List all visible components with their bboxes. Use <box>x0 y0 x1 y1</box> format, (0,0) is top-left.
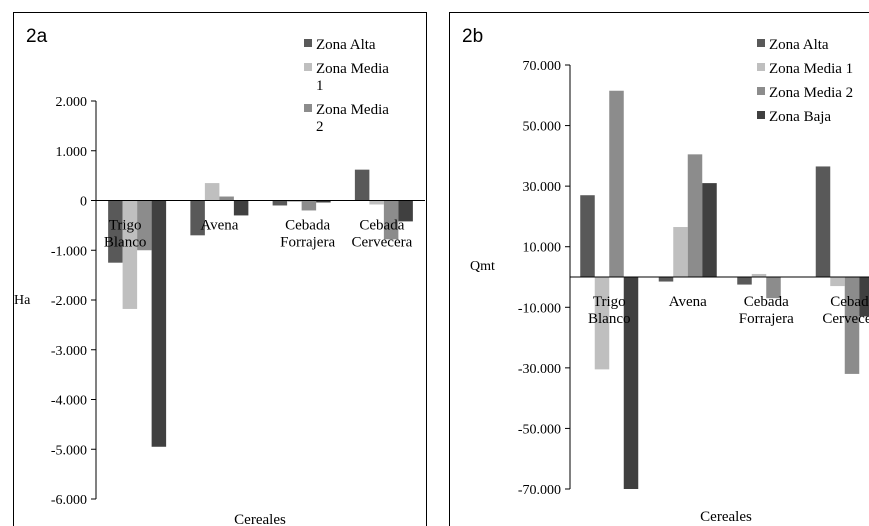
panel-label: 2b <box>462 26 483 47</box>
category-label-line: Trigo <box>593 294 626 310</box>
bar-4-4 <box>398 200 413 222</box>
panel-label: 2a <box>26 26 48 47</box>
bar-2-3 <box>287 200 302 202</box>
chart-panel-2a: 2a 2.000 1.000 0 -1.000 -2.000 -3.000 -4.000 -5.… <box>13 12 427 526</box>
category-label-line: Cebada <box>744 294 789 310</box>
legend-swatch <box>304 39 312 47</box>
bar-1-3 <box>272 200 288 206</box>
bar-3-2 <box>687 154 703 277</box>
bar-1-1 <box>580 195 595 277</box>
legend-label: Zona Media <box>316 102 389 118</box>
bar-2-2 <box>204 183 220 201</box>
legend-label: Zona Media <box>316 61 389 77</box>
x-axis-title: Cereales <box>700 509 752 525</box>
bar-1-2 <box>658 277 674 282</box>
bar-2-1 <box>594 277 610 370</box>
category-label: Avena <box>200 218 238 234</box>
bar-1-1 <box>108 200 123 263</box>
category-label-line: Cebada <box>285 218 330 234</box>
y-tick-label: -50.000 <box>518 422 561 437</box>
category-label-line: Trigo <box>109 218 142 234</box>
category-label-line: Forrajera <box>739 311 794 327</box>
bar-4-4 <box>859 277 869 317</box>
x-axis-title: Cereales <box>234 512 286 526</box>
y-tick-label: 1.000 <box>56 145 88 160</box>
bar-2-4 <box>369 200 384 205</box>
bar-3-4 <box>383 200 399 240</box>
y-tick-label: -10.000 <box>518 301 561 316</box>
bar-3-4 <box>844 277 860 374</box>
legend-swatch <box>757 87 765 95</box>
bar-2-3 <box>751 273 767 277</box>
category-label-line: Cervecera <box>822 311 869 327</box>
bar-1-4 <box>354 169 370 201</box>
legend-label: 2 <box>316 119 324 135</box>
category-label-line: Avena <box>669 294 707 310</box>
legend-swatch <box>757 39 765 47</box>
y-tick-label: -4.000 <box>51 394 87 409</box>
bar-3-3 <box>766 277 781 299</box>
bar-4-1 <box>623 277 639 489</box>
bar-1-4 <box>815 166 831 277</box>
bar-2-4 <box>830 277 845 287</box>
y-axis-title: Qmt <box>470 259 495 274</box>
legend-swatch <box>757 111 765 119</box>
legend-label: Zona Media 1 <box>769 61 853 77</box>
category-label: Trigo Blanco <box>104 218 147 251</box>
legend-swatch <box>757 63 765 71</box>
legend-label: Zona Alta <box>316 37 376 53</box>
y-tick-label: 70.000 <box>523 59 562 74</box>
y-tick-label: 0 <box>80 195 87 210</box>
y-tick-label: -3.000 <box>51 344 87 359</box>
bar-1-2 <box>190 200 205 236</box>
y-tick-label: -5.000 <box>51 443 87 458</box>
legend-label: 1 <box>316 78 324 94</box>
category-label-line: Forrajera <box>280 235 335 251</box>
y-tick-label: 30.000 <box>523 180 562 195</box>
category-label: Avena <box>669 294 707 310</box>
y-tick-label: -1.000 <box>51 244 87 259</box>
y-tick-label: 10.000 <box>523 241 562 256</box>
y-tick-label: -70.000 <box>518 483 561 498</box>
legend-label: Zona Baja <box>769 109 831 125</box>
legend-swatch <box>304 104 312 112</box>
category-label: Trigo Blanco <box>588 294 631 327</box>
bar-3-1 <box>137 200 152 251</box>
category-label: Cebada Forrajera <box>280 218 335 251</box>
bar-1-3 <box>737 277 752 285</box>
category-label: Cebada Forrajera <box>739 294 794 327</box>
category-label-line: Cervecera <box>351 235 412 251</box>
y-axis-title: Ha <box>14 293 31 308</box>
y-tick-label: -30.000 <box>518 362 561 377</box>
bar-3-1 <box>609 90 624 277</box>
bar-4-1 <box>151 200 167 447</box>
y-tick-label: 50.000 <box>523 120 562 135</box>
y-tick-label: 2.000 <box>56 95 88 110</box>
bar-3-2 <box>219 196 234 201</box>
chart-2a-svg: 2a 2.000 1.000 0 -1.000 -2.000 -3.000 -4.000 -5.… <box>14 26 425 526</box>
bar-2-1 <box>122 200 138 309</box>
bar-3-3 <box>301 200 317 211</box>
legend-label: Zona Media 2 <box>769 85 853 101</box>
bar-4-2 <box>702 183 717 277</box>
category-label-line: Blanco <box>588 311 631 327</box>
chart-panel-2b: 2b 70.000 50.000 30.000 10.000 -10.000 -30.000… <box>449 12 869 526</box>
legend-swatch <box>304 63 312 71</box>
chart-2b-svg: 2b 70.000 50.000 30.000 10.000 -10.000 -30.000… <box>462 26 869 525</box>
y-tick-label: -2.000 <box>51 294 87 309</box>
category-label-line: Cebada <box>359 218 404 234</box>
bar-4-3 <box>316 200 331 203</box>
category-label-line: Blanco <box>104 235 147 251</box>
category-label-line: Cebada <box>830 294 869 310</box>
bar-4-2 <box>233 200 249 216</box>
category-label-line: Avena <box>200 218 238 234</box>
y-tick-label: -6.000 <box>51 493 87 508</box>
legend-label: Zona Alta <box>769 37 829 53</box>
bar-2-2 <box>673 227 688 277</box>
